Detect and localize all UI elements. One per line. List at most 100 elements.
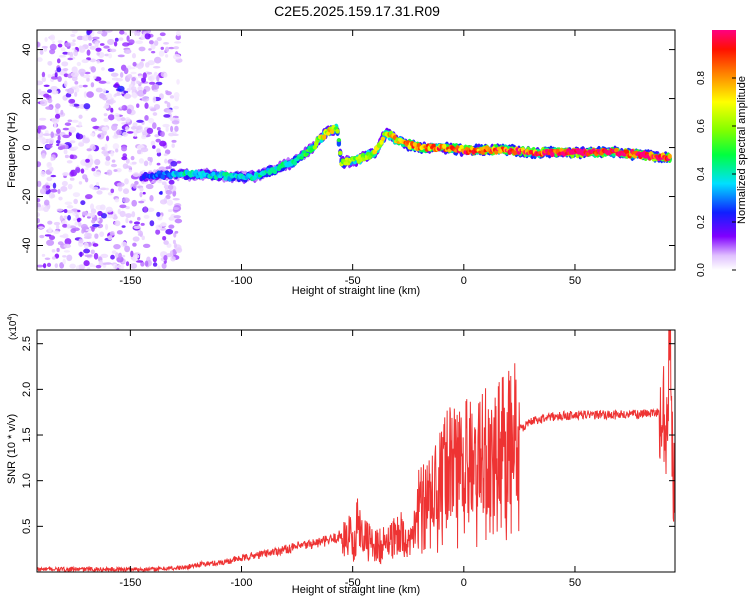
noise-blob bbox=[141, 96, 150, 102]
noise-blob bbox=[78, 46, 86, 53]
noise-blob bbox=[163, 240, 169, 245]
x-tick-label: 50 bbox=[569, 577, 581, 589]
noise-blob bbox=[155, 224, 163, 230]
noise-blob bbox=[105, 93, 113, 99]
noise-blob bbox=[152, 65, 161, 69]
noise-blob bbox=[111, 124, 118, 131]
noise-blob bbox=[37, 80, 44, 86]
noise-blob bbox=[134, 30, 138, 36]
noise-blob bbox=[149, 156, 153, 163]
noise-blob bbox=[80, 200, 86, 206]
noise-blob bbox=[41, 71, 46, 78]
noise-blob bbox=[83, 260, 90, 267]
noise-blob bbox=[134, 254, 140, 259]
noise-blob bbox=[150, 108, 157, 112]
noise-blob bbox=[44, 257, 51, 261]
ridge-point bbox=[512, 150, 518, 156]
noise-blob bbox=[62, 255, 67, 258]
ridge-point bbox=[516, 151, 522, 155]
noise-blob bbox=[89, 58, 97, 63]
noise-blob bbox=[136, 80, 141, 85]
noise-blob bbox=[92, 243, 99, 247]
noise-blob bbox=[125, 158, 130, 164]
noise-blob bbox=[112, 143, 120, 150]
noise-blob bbox=[49, 34, 56, 41]
spectrogram-marks bbox=[37, 30, 672, 270]
noise-blob bbox=[67, 57, 74, 61]
noise-blob bbox=[46, 262, 52, 268]
noise-blob bbox=[104, 160, 111, 166]
noise-blob bbox=[71, 47, 76, 51]
noise-blob bbox=[47, 60, 53, 66]
noise-blob bbox=[40, 99, 48, 107]
noise-blob bbox=[152, 262, 158, 267]
noise-blob bbox=[110, 150, 114, 157]
noise-blob bbox=[152, 256, 157, 263]
noise-blob bbox=[135, 40, 144, 45]
noise-blob bbox=[49, 43, 57, 51]
noise-blob bbox=[168, 224, 175, 229]
noise-blob bbox=[130, 126, 137, 130]
noise-blob bbox=[117, 186, 123, 192]
noise-blob bbox=[60, 185, 68, 192]
snr-axes: -150 -100 -50 0 50 0.5 1.0 1.5 2.0 2.5 bbox=[21, 330, 675, 589]
noise-blob bbox=[122, 188, 130, 195]
noise-blob bbox=[105, 135, 110, 142]
noise-blob bbox=[127, 73, 133, 79]
noise-blob bbox=[144, 102, 149, 109]
noise-blob bbox=[159, 190, 163, 195]
noise-blob bbox=[160, 130, 165, 137]
noise-blob bbox=[105, 155, 111, 162]
noise-blob bbox=[150, 50, 156, 54]
noise-blob bbox=[47, 89, 53, 94]
noise-blob bbox=[50, 76, 59, 80]
noise-blob bbox=[82, 35, 89, 41]
noise-blob bbox=[50, 156, 54, 162]
noise-blob bbox=[160, 46, 164, 50]
noise-blob bbox=[97, 210, 103, 216]
noise-blob bbox=[47, 74, 52, 78]
noise-blob bbox=[152, 96, 157, 103]
noise-blob bbox=[159, 199, 168, 205]
noise-blob bbox=[162, 123, 170, 128]
noise-blob bbox=[78, 68, 86, 75]
noise-blob bbox=[38, 125, 47, 130]
noise-blob bbox=[119, 204, 127, 209]
noise-blob bbox=[64, 144, 69, 150]
noise-blob bbox=[174, 41, 182, 44]
noise-blob bbox=[45, 106, 53, 110]
noise-blob bbox=[174, 125, 179, 132]
noise-blob bbox=[74, 80, 79, 85]
noise-blob bbox=[90, 249, 95, 255]
ridge-point bbox=[336, 140, 342, 147]
noise-blob bbox=[86, 77, 90, 82]
noise-blob bbox=[62, 223, 68, 228]
noise-blob bbox=[132, 93, 138, 99]
noise-blob bbox=[123, 67, 129, 75]
noise-blob bbox=[91, 226, 95, 232]
noise-blob bbox=[168, 132, 175, 137]
noise-blob bbox=[93, 75, 97, 79]
noise-blob bbox=[139, 230, 144, 238]
y-tick-label: 0.5 bbox=[21, 519, 33, 534]
noise-blob bbox=[148, 40, 154, 45]
noise-blob bbox=[37, 198, 41, 203]
noise-blob bbox=[87, 266, 91, 270]
noise-blob bbox=[97, 31, 103, 34]
noise-blob bbox=[56, 128, 61, 134]
noise-blob bbox=[74, 91, 78, 97]
noise-blob bbox=[172, 190, 177, 197]
noise-blob bbox=[57, 43, 63, 48]
noise-blob bbox=[173, 215, 181, 219]
noise-blob bbox=[156, 36, 162, 42]
noise-blob bbox=[64, 42, 71, 47]
noise-blob bbox=[37, 264, 44, 268]
noise-blob bbox=[174, 230, 179, 234]
noise-blob bbox=[78, 114, 83, 119]
noise-blob bbox=[95, 47, 102, 52]
noise-blob bbox=[75, 265, 80, 270]
noise-blob bbox=[148, 48, 152, 51]
noise-blob bbox=[117, 85, 125, 92]
noise-blob bbox=[104, 30, 113, 33]
noise-blob bbox=[84, 167, 89, 171]
